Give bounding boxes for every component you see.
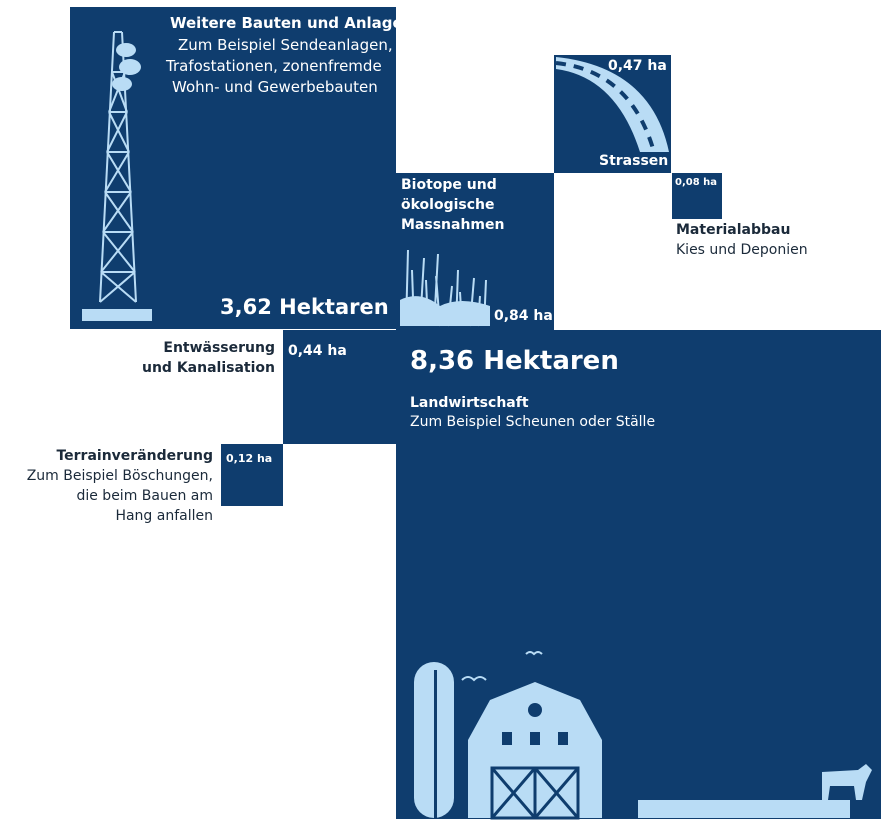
weitere-value: 3,62 Hektaren — [220, 295, 389, 319]
biotope-title-3: Massnahmen — [401, 217, 505, 233]
farm-barn-icon — [414, 651, 872, 820]
material-title: Materialabbau — [676, 222, 791, 238]
road-icon — [555, 57, 669, 153]
material-desc: Kies und Deponien — [676, 242, 808, 258]
square-entwaesserung — [283, 330, 396, 444]
terrain-value: 0,12 ha — [226, 452, 273, 465]
terrain-desc-3: Hang anfallen — [115, 508, 213, 524]
entwaesserung-value: 0,44 ha — [288, 343, 347, 359]
weitere-desc-1: Zum Beispiel Sendeanlagen, — [178, 36, 393, 54]
terrain-desc-1: Zum Beispiel Böschungen, — [26, 468, 213, 484]
entwaesserung-title-2: und Kanalisation — [142, 360, 275, 376]
strassen-title: Strassen — [599, 153, 669, 169]
transmission-tower-icon — [82, 31, 152, 321]
square-terrain — [221, 444, 283, 506]
square-materialabbau — [672, 173, 722, 219]
entwaesserung-title-1: Entwässerung — [163, 340, 275, 356]
landwirtschaft-title: Landwirtschaft — [410, 395, 529, 411]
reeds-icon — [400, 249, 490, 327]
terrain-desc-2: die beim Bauen am — [76, 488, 213, 504]
biotope-title-2: ökologische — [401, 197, 495, 213]
biotope-value: 0,84 ha — [494, 308, 553, 324]
weitere-desc-3: Wohn- und Gewerbebauten — [172, 78, 378, 96]
weitere-title: Weitere Bauten und Anlagen — [170, 14, 414, 32]
landwirtschaft-value: 8,36 Hektaren — [410, 346, 619, 376]
landwirtschaft-desc: Zum Beispiel Scheunen oder Ställe — [410, 414, 656, 430]
material-value: 0,08 ha — [675, 177, 718, 188]
terrain-title: Terrainveränderung — [56, 448, 213, 464]
biotope-title-1: Biotope und — [401, 177, 497, 193]
weitere-desc-2: Trafostationen, zonenfremde — [166, 57, 382, 75]
strassen-value: 0,47 ha — [608, 58, 667, 74]
